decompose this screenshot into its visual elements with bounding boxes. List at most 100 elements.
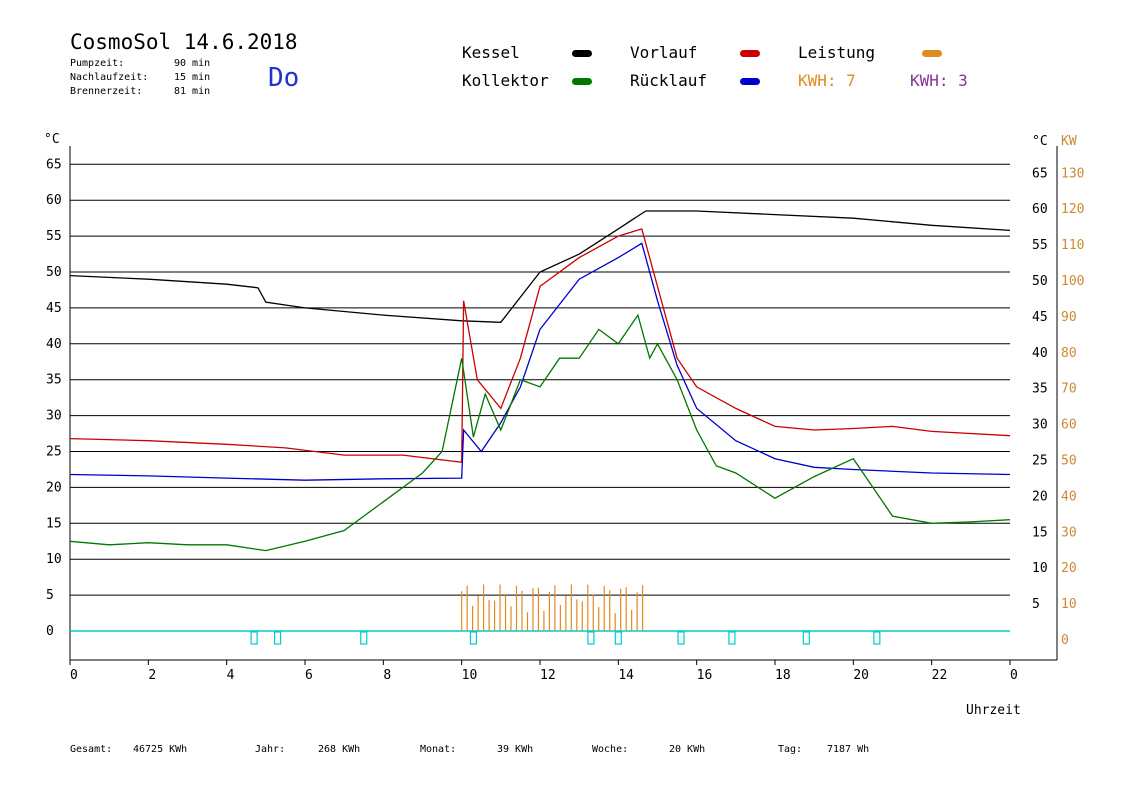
legend-vorlauf-swatch [740,50,760,57]
pump-marker [587,631,595,645]
x-tick-label: 12 [540,668,556,683]
y-tick-label-left: 55 [46,229,62,244]
brennerzeit-label: Brennerzeit: [70,86,143,97]
brennerzeit-value: 81 min [174,86,211,97]
legend-vorlauf: Vorlauf [630,43,698,62]
footer-tag-label: Tag: [778,744,803,755]
legend-kwh-secondary: KWH: 3 [910,71,968,90]
pump-marker [273,631,282,645]
footer-woche-label: Woche: [592,744,629,755]
x-tick-label: 16 [697,668,713,683]
series-line-kessel [69,210,1011,323]
legend-ruecklauf: Rücklauf [630,71,708,90]
y-tick-label-right-kw: 110 [1061,238,1084,253]
y-tick-label-left: 20 [46,480,62,495]
x-tick-label: 0 [70,668,78,683]
y-tick-label-right-temp: 30 [1032,418,1048,433]
weekday-label: Do [268,63,300,93]
footer-monat-label: Monat: [420,744,457,755]
y-tick-label-right-kw: 0 [1061,633,1069,648]
y-tick-label-left: 45 [46,301,62,316]
footer-woche-value: 20 KWh [669,744,706,755]
series-line-vorlauf [69,228,1011,464]
legend-kwh-total: KWH: 7 [798,71,856,90]
footer-jahr-label: Jahr: [255,744,286,755]
x-tick-label: 10 [462,668,478,683]
y-tick-label-right-kw: 100 [1061,274,1084,289]
legend-kessel-swatch [572,50,592,57]
legend-leistung: Leistung [798,43,876,62]
x-tick-label: 18 [775,668,791,683]
y-tick-label-left: 0 [46,624,54,639]
y-tick-label-right-temp: 10 [1032,561,1048,576]
footer-gesamt-label: Gesamt: [70,744,113,755]
x-tick-label: 4 [227,668,235,683]
chart-title: CosmoSol 14.6.2018 [70,30,298,54]
y-tick-label-left: 25 [46,445,62,460]
x-tick-label: 20 [853,668,869,683]
x-tick-label: 2 [148,668,156,683]
y-axis-unit-left: °C [44,132,60,147]
x-tick-label: 8 [383,668,391,683]
pump-marker [728,631,736,645]
footer-tag-value: 7187 Wh [827,744,870,755]
series-line-ruecklauf [69,242,1011,481]
y-tick-label-right-kw: 30 [1061,525,1077,540]
y-tick-label-right-kw: 70 [1061,382,1077,397]
y-tick-label-right-kw: 130 [1061,166,1084,181]
y-tick-label-left: 10 [46,552,62,567]
y-tick-label-right-temp: 40 [1032,346,1048,361]
y-tick-label-left: 30 [46,409,62,424]
x-tick-label: 22 [932,668,948,683]
legend-kollektor: Kollektor [462,71,549,90]
x-tick-label: 6 [305,668,313,683]
x-tick-label: 0 [1010,668,1018,683]
pump-marker [469,631,478,645]
y-tick-label-left: 5 [46,588,54,603]
y-tick-label-right-temp: 50 [1032,274,1048,289]
y-tick-label-right-kw: 50 [1061,454,1077,469]
y-tick-label-right-kw: 90 [1061,310,1077,325]
legend-leistung-swatch [922,50,942,57]
y-tick-label-right-kw: 40 [1061,489,1077,504]
y-tick-label-left: 35 [46,373,62,388]
pump-marker [802,631,810,645]
y-tick-label-left: 50 [46,265,62,280]
legend-ruecklauf-swatch [740,78,760,85]
y-tick-label-right-temp: 45 [1032,310,1048,325]
y-tick-label-right-temp: 5 [1032,597,1040,612]
x-tick-label: 14 [618,668,634,683]
nachlaufzeit-value: 15 min [174,72,211,83]
y-tick-label-right-temp: 60 [1032,202,1048,217]
y-tick-label-left: 60 [46,193,62,208]
nachlaufzeit-label: Nachlaufzeit: [70,72,149,83]
y-tick-label-left: 15 [46,516,62,531]
pumpzeit-value: 90 min [174,58,211,69]
y-tick-label-right-kw: 120 [1061,202,1084,217]
x-axis-label: Uhrzeit [966,703,1021,718]
pump-marker [250,631,258,645]
y-tick-label-left: 40 [46,337,62,352]
series-line-kollektor [69,313,1011,552]
y-tick-label-right-kw: 80 [1061,346,1077,361]
y-tick-label-right-temp: 20 [1032,489,1048,504]
footer-monat-value: 39 KWh [497,744,534,755]
y-tick-label-right-kw: 10 [1061,597,1077,612]
pump-marker [873,631,881,645]
y-tick-label-right-temp: 15 [1032,525,1048,540]
pump-marker [614,631,622,645]
y-tick-label-left: 65 [46,157,62,172]
footer-jahr-value: 268 KWh [318,744,361,755]
pumpzeit-label: Pumpzeit: [70,58,125,69]
footer-gesamt-value: 46725 KWh [133,744,188,755]
y-axis-unit-kw: KW [1061,134,1077,149]
y-tick-label-right-temp: 25 [1032,454,1048,469]
y-tick-label-right-kw: 60 [1061,418,1077,433]
legend-kessel: Kessel [462,43,520,62]
y-tick-label-right-temp: 55 [1032,238,1048,253]
y-tick-label-right-temp: 65 [1032,166,1048,181]
pump-marker [360,631,368,645]
y-axis-unit-right: °C [1032,134,1048,149]
y-tick-label-right-temp: 35 [1032,382,1048,397]
